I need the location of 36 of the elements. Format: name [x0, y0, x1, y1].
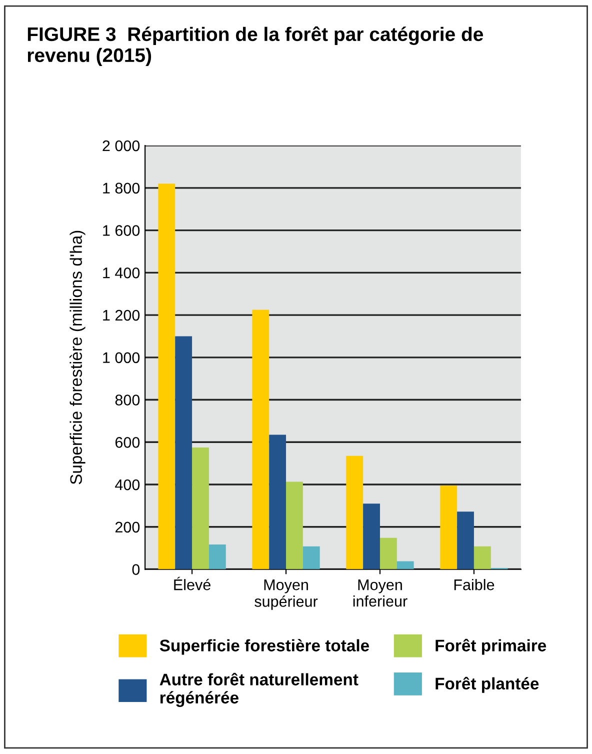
x-tick-label: Moyen inferieur: [353, 580, 408, 607]
y-tick-label: 2 000: [102, 140, 140, 152]
y-tick-label: 400: [115, 479, 140, 490]
y-tick-label: 0: [132, 564, 140, 575]
bar: [192, 447, 209, 570]
y-tick-label: 1 800: [103, 182, 140, 194]
bar: [252, 310, 270, 570]
y-tick-label: 800: [115, 394, 140, 406]
x-tick-label: Faible: [454, 578, 494, 590]
y-tick-label: 200: [115, 522, 140, 533]
bar: [269, 434, 286, 570]
bar: [440, 486, 458, 570]
y-tick-label: 600: [115, 437, 140, 448]
x-tick-label: Élevé: [174, 576, 210, 590]
y-tick-label: 1 000: [103, 352, 140, 364]
legend-label: Forêt primaire: [436, 638, 546, 655]
y-tick-label: 1 600: [103, 225, 140, 236]
y-axis-title: Superficie forestière (millions d'ha): [70, 230, 86, 484]
y-tick-label: 1 400: [103, 268, 140, 278]
y-tick-label: 1 200: [103, 310, 140, 321]
bar: [474, 546, 491, 570]
bar: [380, 538, 397, 570]
bar: [396, 561, 414, 570]
bar: [302, 546, 320, 570]
bar: [286, 482, 303, 570]
legend-label: Superficie forestière totale: [160, 639, 370, 655]
bar: [346, 456, 364, 570]
bar: [175, 336, 192, 570]
bar: [158, 184, 176, 570]
bar: [363, 504, 380, 570]
x-tick-label: Moyen supérieur: [254, 580, 318, 610]
legend-label: Forêt plantée: [436, 676, 539, 693]
bar: [208, 544, 226, 570]
chart-title: FIGURE 3 Répartition de la forêt par catégorie de revenu (2015): [28, 26, 484, 66]
bar: [457, 512, 474, 570]
legend-label: Autre forêt naturellement régénérée: [160, 672, 358, 707]
